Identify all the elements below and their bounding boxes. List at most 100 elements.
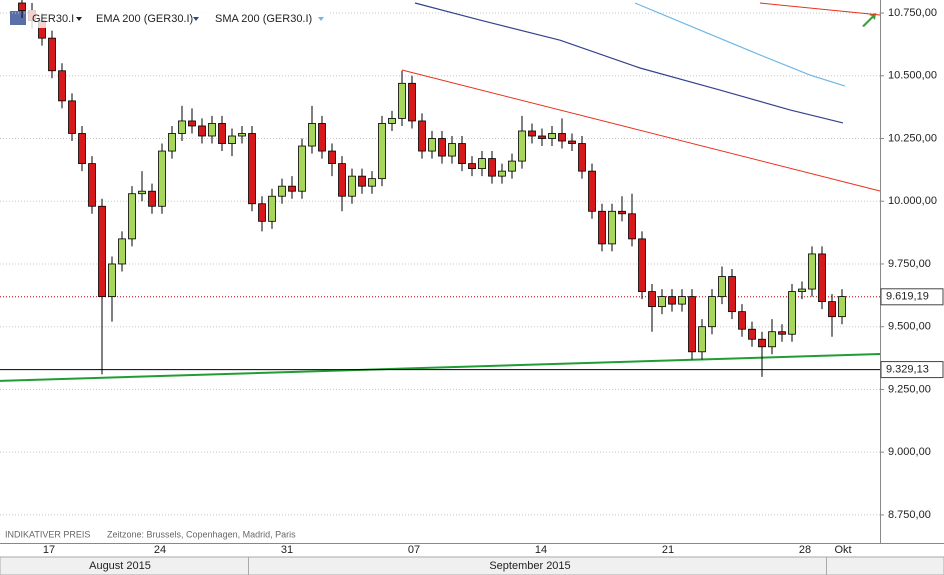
candle-body <box>328 150 336 165</box>
candle-body <box>318 123 326 152</box>
candle-body <box>118 238 126 265</box>
candle-body <box>378 123 386 180</box>
candle-body <box>518 130 526 162</box>
legend-caret <box>193 17 199 21</box>
candle-body <box>348 175 356 197</box>
candle-body <box>588 170 596 212</box>
x-tick-label: 21 <box>662 544 674 556</box>
footer-text: INDIKATIVER PREIS <box>5 529 90 539</box>
candle-body <box>138 190 146 195</box>
indicator-line <box>414 2 844 124</box>
x-tick-label: 17 <box>43 544 55 556</box>
candle-body <box>178 120 186 134</box>
x-tick-label: 07 <box>408 544 420 556</box>
x-tick-label: 31 <box>281 544 293 556</box>
candle-body <box>658 296 666 308</box>
candle-body <box>578 143 586 172</box>
candle-body <box>308 123 316 147</box>
candle-body <box>98 205 106 297</box>
y-tick-label: 10.500,00 <box>888 70 937 82</box>
candle-body <box>608 210 616 245</box>
legend-caret <box>76 17 82 21</box>
candle-body <box>418 120 426 152</box>
candle-body <box>408 82 416 122</box>
candle-body <box>288 185 296 192</box>
candle-body <box>798 288 806 292</box>
candle-body <box>218 123 226 144</box>
candle-body <box>568 140 576 144</box>
candle-body <box>238 133 246 137</box>
footer-text: Zeitzone: Brussels, Copenhagen, Madrid, … <box>107 529 296 539</box>
candle-body <box>678 296 686 305</box>
candle-body <box>648 291 656 308</box>
legend-caret <box>318 17 324 21</box>
candle-body <box>558 133 566 142</box>
candle-body <box>818 253 826 303</box>
month-label: September 2015 <box>489 560 570 572</box>
candle-body <box>628 213 636 240</box>
candle-body <box>388 118 396 124</box>
x-tick-label: 24 <box>154 544 166 556</box>
candle-body <box>718 276 726 297</box>
candle-body <box>698 326 706 353</box>
price-label: 9.619,19 <box>886 291 929 303</box>
candle-body <box>108 263 116 297</box>
candle-body <box>768 331 776 348</box>
trend-line <box>401 69 881 192</box>
x-tick-label: 14 <box>535 544 547 556</box>
candle-body <box>838 296 846 318</box>
candle-body <box>208 123 216 137</box>
candle-body <box>778 331 786 335</box>
x-tick-label: 28 <box>799 544 811 556</box>
candle-body <box>88 163 96 207</box>
y-tick-label: 8.750,00 <box>888 509 931 521</box>
candle-body <box>438 138 446 157</box>
candle-body <box>468 163 476 170</box>
candle-body <box>508 160 516 172</box>
y-tick-label: 10.250,00 <box>888 132 937 144</box>
candle-body <box>258 203 266 222</box>
candle-body <box>498 170 506 177</box>
candle-body <box>808 253 816 290</box>
candle-body <box>738 311 746 330</box>
candle-body <box>198 125 206 137</box>
candle-body <box>248 133 256 205</box>
candle-body <box>758 338 766 348</box>
candle-body <box>78 133 86 165</box>
trend-line <box>759 2 881 16</box>
y-tick-label: 9.000,00 <box>888 446 931 458</box>
candle-body <box>398 82 406 119</box>
candle-body <box>728 276 736 313</box>
candle-body <box>598 210 606 245</box>
y-tick-label: 9.750,00 <box>888 258 931 270</box>
candle-body <box>368 178 376 187</box>
candle-body <box>228 135 236 144</box>
candle-body <box>528 130 536 137</box>
candle-body <box>358 175 366 187</box>
candle-body <box>68 100 76 134</box>
candle-body <box>488 158 496 177</box>
arrow-icon <box>862 13 876 27</box>
price-label-box <box>880 361 944 379</box>
candle-body <box>458 143 466 165</box>
legend-item: EMA 200 (GER30.I) <box>96 13 193 25</box>
price-label: 9.329,13 <box>886 363 929 375</box>
candle-body <box>478 158 486 170</box>
candle-body <box>298 145 306 192</box>
month-label: August 2015 <box>89 560 151 572</box>
candle-body <box>538 135 546 139</box>
legend-item: SMA 200 (GER30.I) <box>215 13 312 25</box>
y-tick-label: 9.500,00 <box>888 321 931 333</box>
indicator-line <box>634 2 846 87</box>
candle-body <box>148 190 156 207</box>
candle-body <box>58 70 66 102</box>
candle-body <box>708 296 716 328</box>
y-tick-label: 10.750,00 <box>888 7 937 19</box>
trend-line <box>0 353 881 382</box>
candle-body <box>618 210 626 215</box>
candle-body <box>548 133 556 139</box>
candle-body <box>338 163 346 197</box>
candle-body <box>788 291 796 335</box>
